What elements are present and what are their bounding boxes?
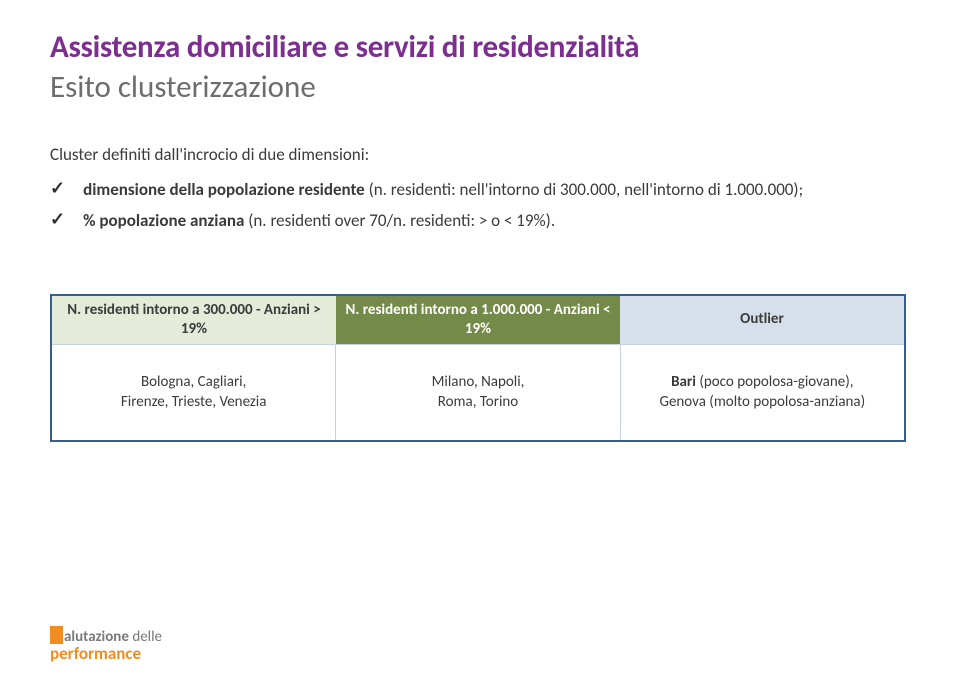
logo-svg: alutazione delle performance [50, 624, 182, 666]
table-header-cell: N. residenti intorno a 1.000.000 - Anzia… [336, 296, 620, 344]
cluster-table: N. residenti intorno a 300.000 - Anziani… [50, 294, 906, 442]
bullet-bold: % popolazione anziana [83, 210, 244, 231]
cell-text: Milano, Napoli,Roma, Torino [432, 372, 525, 413]
bullet-text: % popolazione anziana (n. residenti over… [83, 210, 555, 231]
page-subtitle: Esito clusterizzazione [50, 68, 910, 106]
bullet-rest: (n. residenti: nell'intorno di 300.000, … [365, 179, 803, 200]
bullet-list: ✓ dimensione della popolazione residente… [50, 179, 910, 232]
table-row: Bologna, Cagliari,Firenze, Trieste, Vene… [52, 344, 904, 440]
table-header-row: N. residenti intorno a 300.000 - Anziani… [52, 296, 904, 344]
bullet-rest: (n. residenti over 70/n. residenti: > o … [244, 210, 555, 231]
check-icon: ✓ [50, 179, 65, 197]
bullet-text: dimensione della popolazione residente (… [83, 179, 803, 200]
table-cell: Milano, Napoli,Roma, Torino [335, 344, 619, 440]
table-header-cell: Outlier [620, 296, 904, 344]
table-header-cell: N. residenti intorno a 300.000 - Anziani… [52, 296, 336, 344]
table-cell: Bologna, Cagliari,Firenze, Trieste, Vene… [52, 344, 335, 440]
svg-text:performance: performance [50, 643, 141, 664]
bullet-item: ✓ % popolazione anziana (n. residenti ov… [50, 210, 910, 231]
page-title: Assistenza domiciliare e servizi di resi… [50, 28, 910, 66]
check-icon: ✓ [50, 210, 65, 228]
intro-text: Cluster definiti dall'incrocio di due di… [50, 144, 910, 165]
bullet-item: ✓ dimensione della popolazione residente… [50, 179, 910, 200]
footer-logo: alutazione delle performance [50, 624, 182, 666]
bullet-bold: dimensione della popolazione residente [83, 179, 365, 200]
cell-text: Bari (poco popolosa-giovane),Genova (mol… [659, 372, 865, 413]
cell-bold: Bari [671, 373, 696, 391]
cell-text: Bologna, Cagliari,Firenze, Trieste, Vene… [121, 372, 267, 413]
table-cell: Bari (poco popolosa-giovane),Genova (mol… [620, 344, 904, 440]
